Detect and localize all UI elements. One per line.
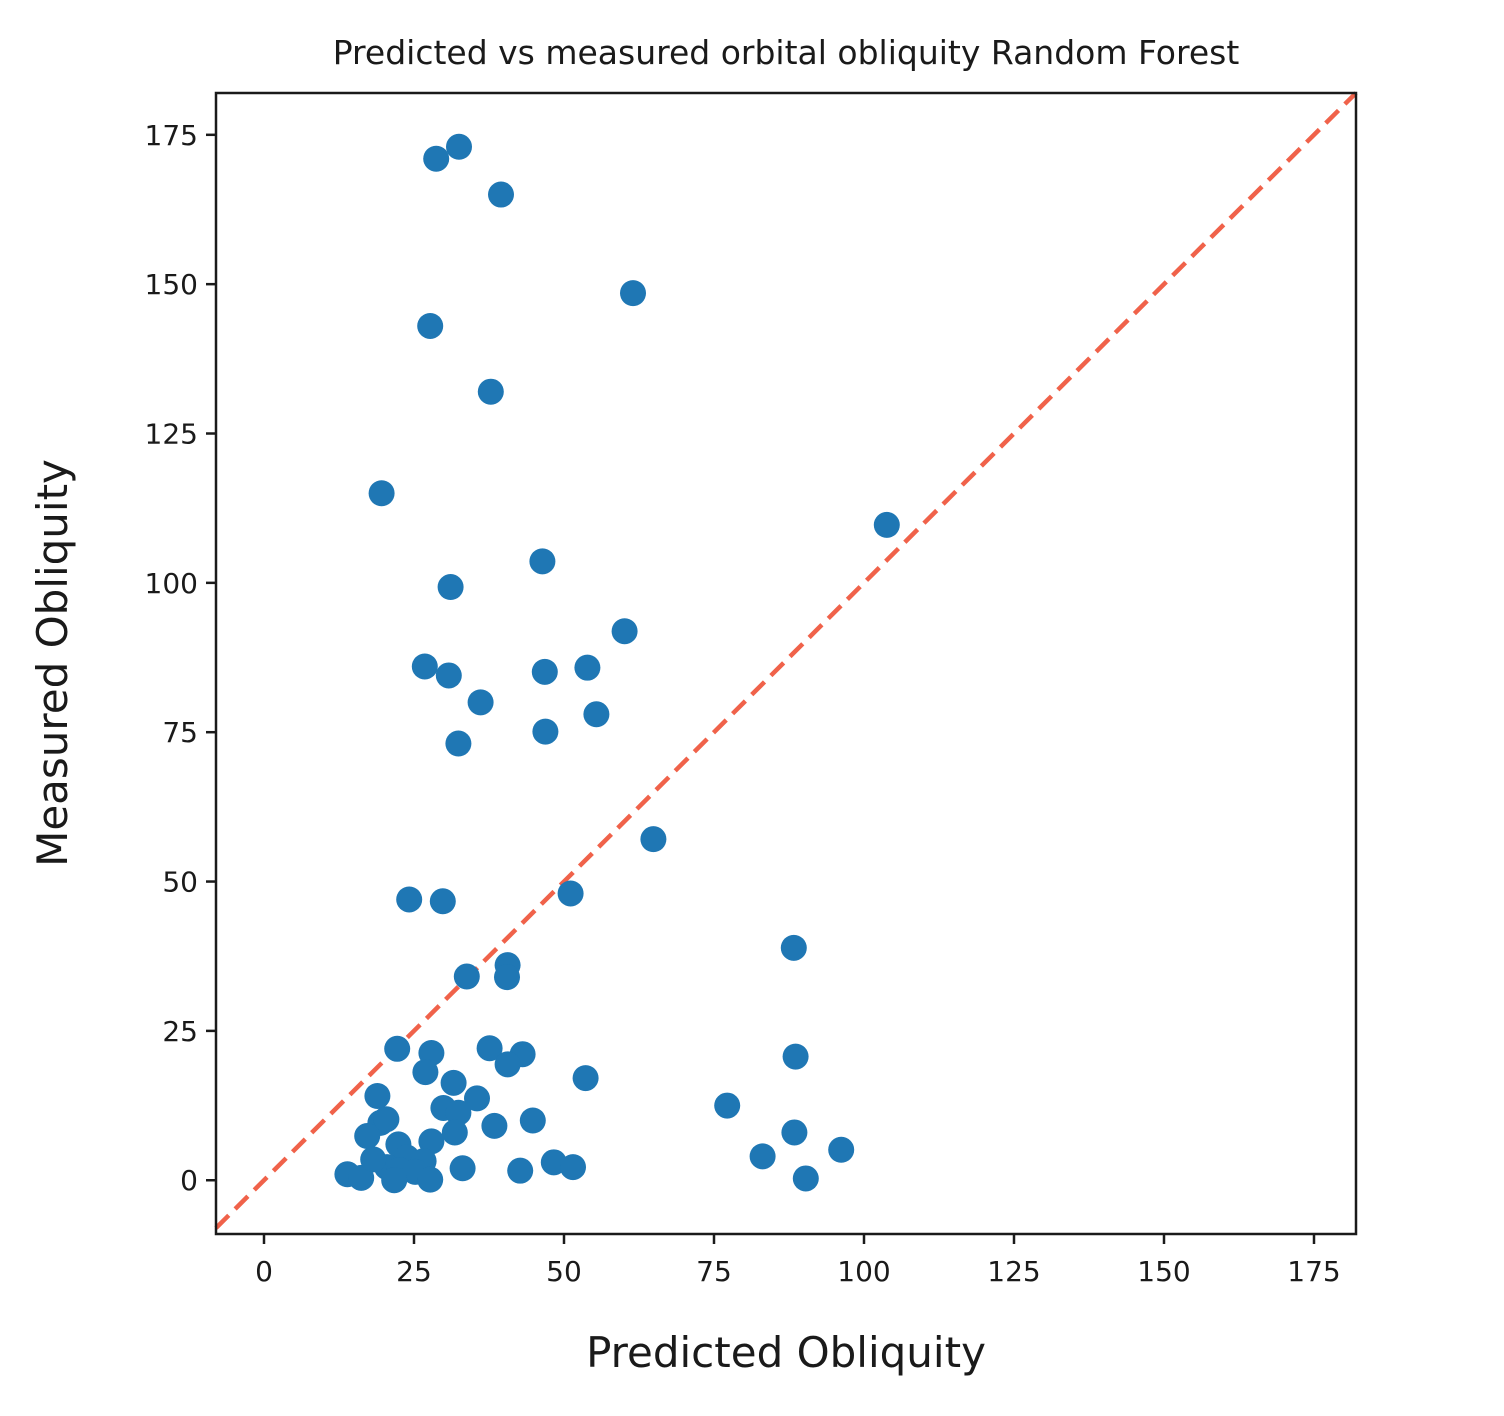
scatter-point [348, 1164, 375, 1191]
scatter-point [396, 886, 423, 913]
scatter-point [782, 1043, 809, 1070]
scatter-point [435, 662, 462, 689]
y-tick-label: 125 [145, 418, 198, 451]
x-tick-label: 150 [1137, 1255, 1190, 1288]
scatter-point [467, 689, 494, 716]
x-tick-label: 25 [396, 1255, 432, 1288]
scatter-point [445, 730, 472, 757]
scatter-point [429, 888, 456, 915]
scatter-point [440, 1069, 467, 1096]
x-tick-label: 175 [1287, 1255, 1340, 1288]
scatter-point [557, 880, 584, 907]
x-tick-label: 50 [546, 1255, 582, 1288]
scatter-point [828, 1136, 855, 1163]
x-tick-label: 75 [696, 1255, 732, 1288]
scatter-point [476, 1035, 503, 1062]
scatter-point [368, 480, 395, 507]
scatter-point [360, 1146, 387, 1173]
scatter-point [519, 1107, 546, 1134]
scatter-point [417, 1166, 444, 1193]
scatter-point [446, 133, 472, 160]
chart-title: Predicted vs measured orbital obliquity … [333, 33, 1240, 72]
x-tick-label: 0 [255, 1255, 273, 1288]
scatter-point [494, 1051, 521, 1078]
scatter-point [620, 280, 646, 307]
scatter-point [453, 963, 480, 990]
scatter-point [441, 1119, 468, 1146]
scatter-point [449, 1155, 476, 1182]
scatter-point [373, 1106, 400, 1133]
scatter-point [423, 145, 450, 172]
scatter-point [384, 1035, 411, 1062]
x-tick-label: 100 [837, 1255, 890, 1288]
scatter-point [437, 574, 464, 601]
y-axis-title: Measured Obliquity [28, 459, 77, 867]
plot-frame [214, 91, 1358, 1236]
scatter-point [780, 934, 807, 961]
scatter-point [572, 1065, 599, 1092]
y-tick-label: 175 [145, 119, 198, 152]
y-tick-label: 100 [145, 567, 198, 600]
scatter-point [529, 548, 556, 575]
scatter-point [417, 312, 444, 339]
y-tick-label: 75 [162, 716, 198, 749]
scatter-point [381, 1167, 408, 1194]
scatter-point [873, 511, 900, 538]
scatter-point [531, 658, 558, 685]
scatter-point [481, 1112, 508, 1139]
scatter-point [354, 1123, 381, 1150]
scatter-point [411, 653, 438, 680]
scatter-point [364, 1083, 391, 1110]
scatter-point [781, 1119, 808, 1146]
scatter-point [494, 964, 520, 991]
scatter-point [507, 1157, 534, 1184]
y-tick-label: 50 [162, 866, 198, 899]
scatter-point [532, 718, 559, 745]
scatter-point [560, 1154, 586, 1181]
x-axis: 0 25 50 75 100 125 150 175 [255, 1234, 1341, 1288]
y-axis: 0 25 50 75 100 125 150 175 [145, 119, 216, 1197]
scatter-point [714, 1092, 741, 1119]
scatter-point [418, 1128, 445, 1155]
scatter-point [445, 1099, 472, 1126]
scatter-point [412, 1059, 439, 1086]
y-tick-label: 0 [180, 1164, 198, 1197]
x-tick-label: 125 [987, 1255, 1040, 1288]
scatter-point [611, 618, 638, 645]
scatter-point [583, 701, 610, 728]
scatter-point [477, 378, 504, 405]
scatter-point [640, 826, 667, 853]
scatter-point [574, 654, 601, 681]
x-axis-title: Predicted Obliquity [586, 1328, 986, 1377]
scatter-point [488, 181, 514, 208]
reference-line [214, 91, 1358, 1230]
scatter-point [464, 1085, 490, 1112]
y-tick-label: 25 [162, 1015, 198, 1048]
scatter-point [792, 1165, 819, 1192]
scatter-point [749, 1143, 776, 1170]
y-tick-label: 150 [145, 268, 198, 301]
